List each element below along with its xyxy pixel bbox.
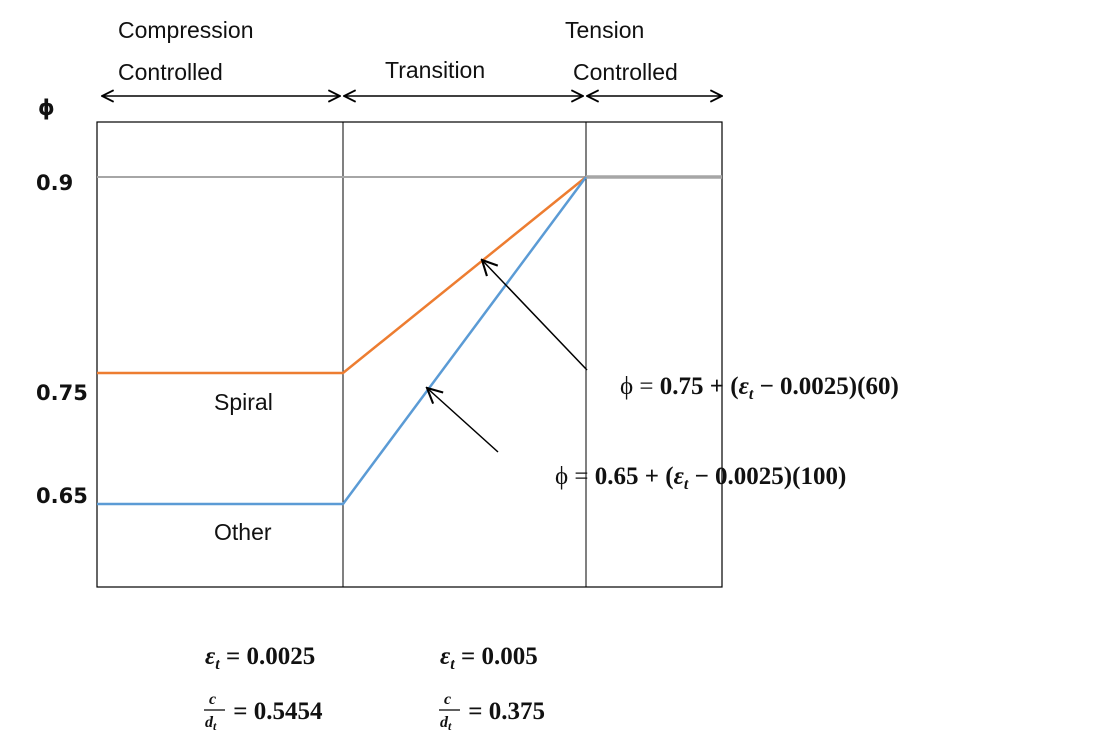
- fraction-den: dt: [205, 714, 217, 733]
- region-bottom: Controlled: [118, 59, 223, 85]
- fraction-num: c: [444, 691, 451, 708]
- strain-limit: εt = 0.0025: [205, 643, 315, 673]
- y-label: 0.75: [36, 381, 88, 405]
- equation: ϕ = 0.75 + (εt − 0.0025)(60): [620, 373, 899, 403]
- y-label: 0.65: [36, 484, 88, 508]
- ratio-value: = 0.375: [462, 698, 545, 725]
- equation: ϕ = 0.65 + (εt − 0.0025)(100): [555, 463, 846, 493]
- pointer-arrow: [427, 388, 499, 453]
- y-axis-label: ϕ: [38, 96, 55, 120]
- spiral-curve: [97, 176, 587, 375]
- ratio-value: = 0.5454: [227, 698, 323, 725]
- fraction-den: dt: [440, 714, 452, 733]
- curve-label: Spiral: [214, 389, 273, 415]
- other-curve: [97, 176, 588, 506]
- fraction-num: c: [209, 691, 216, 708]
- curve-label: Other: [214, 519, 272, 545]
- depth-ratio: c dt = 0.5454: [204, 691, 323, 733]
- pointer-arrow: [482, 260, 588, 371]
- region-label: Transition: [385, 57, 485, 83]
- region-top: Compression: [118, 17, 254, 43]
- depth-ratio: c dt = 0.375: [439, 691, 545, 733]
- region-bottom: Controlled: [573, 59, 678, 85]
- strain-limit: εt = 0.005: [440, 643, 538, 673]
- region-top: Tension: [565, 17, 644, 43]
- y-label: 0.9: [36, 171, 73, 195]
- plot-frame: [96, 121, 723, 588]
